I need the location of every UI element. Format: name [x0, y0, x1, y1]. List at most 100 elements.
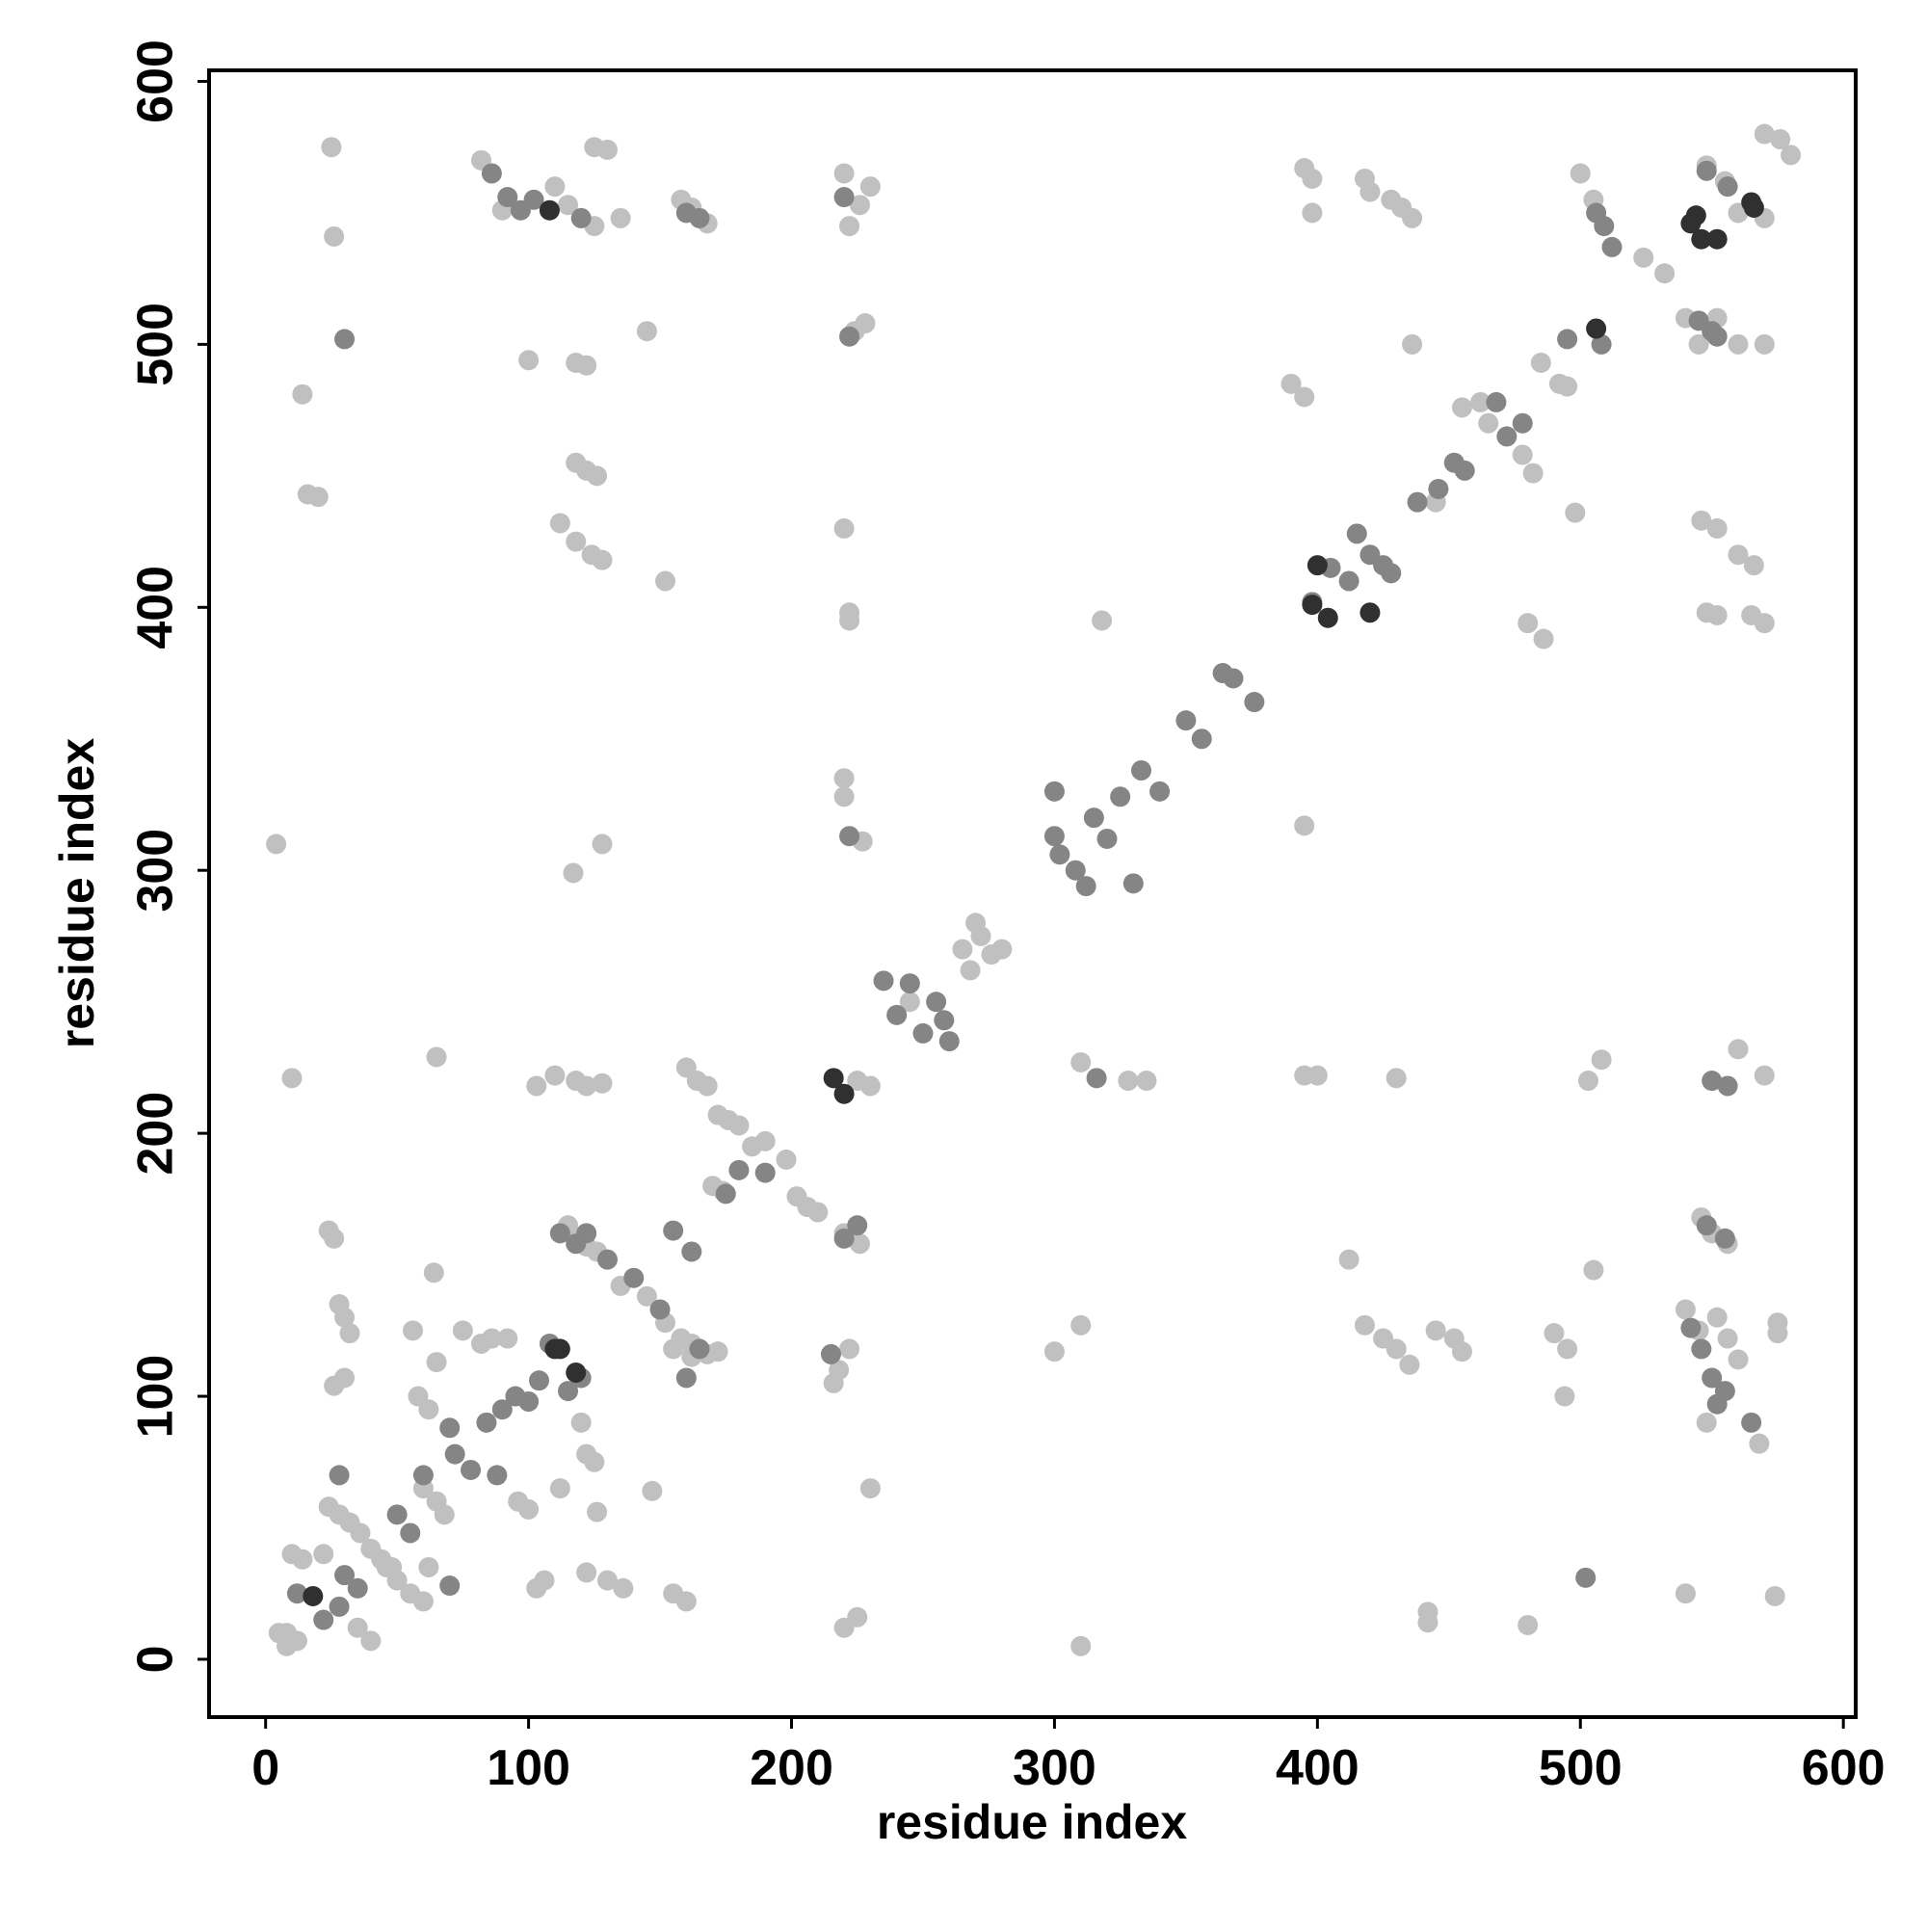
point [1402, 333, 1423, 355]
point [1591, 1049, 1612, 1071]
point [1136, 1071, 1157, 1092]
point [592, 1072, 613, 1094]
point [518, 1391, 540, 1413]
point [1065, 860, 1086, 881]
point [991, 939, 1013, 960]
point [334, 1307, 356, 1328]
point [1702, 1367, 1723, 1389]
point [849, 195, 870, 216]
point [715, 1183, 736, 1204]
point [1570, 163, 1591, 184]
point [1702, 1071, 1723, 1092]
point [1696, 160, 1717, 181]
point [334, 1565, 356, 1586]
point [587, 1501, 608, 1522]
point [1557, 329, 1578, 350]
point [1675, 1583, 1696, 1604]
point [1557, 1338, 1578, 1360]
point [1577, 1071, 1598, 1092]
point [558, 1381, 579, 1402]
point [461, 1459, 482, 1480]
point [849, 1233, 870, 1255]
point [350, 1522, 371, 1544]
point [839, 610, 860, 631]
point [823, 1068, 844, 1089]
point [592, 834, 613, 855]
y-tick-label: 0 [128, 1645, 184, 1673]
point [833, 187, 855, 208]
point [1586, 318, 1607, 339]
point [576, 1562, 597, 1583]
point [754, 1162, 776, 1183]
point [1767, 1323, 1788, 1344]
point [1764, 1585, 1785, 1606]
point [899, 992, 920, 1013]
point [307, 487, 329, 508]
point [292, 1548, 313, 1570]
point [960, 960, 981, 981]
point [329, 1465, 350, 1486]
y-tick-label: 400 [128, 566, 184, 649]
point [1533, 628, 1554, 649]
point [833, 768, 855, 789]
point [329, 1596, 350, 1617]
x-tick-label: 300 [1013, 1740, 1096, 1796]
point [839, 1338, 860, 1360]
point [1754, 613, 1775, 634]
point [1346, 523, 1367, 544]
point [1110, 786, 1131, 807]
point [418, 1556, 439, 1577]
point [1399, 1354, 1420, 1375]
point [1149, 781, 1171, 802]
point [596, 139, 618, 160]
point [347, 1617, 368, 1638]
point [689, 1338, 710, 1360]
point [1359, 602, 1381, 623]
x-tick-label: 600 [1802, 1740, 1886, 1796]
point [584, 1451, 605, 1472]
point [1706, 604, 1728, 625]
point [1417, 1612, 1439, 1633]
y-tick-label: 200 [128, 1092, 184, 1176]
point [1086, 1068, 1107, 1089]
point [418, 1399, 439, 1420]
point [1381, 563, 1402, 584]
point [1359, 181, 1381, 202]
point [497, 1328, 518, 1349]
point [1175, 710, 1197, 731]
point [426, 1046, 447, 1068]
point [1386, 1338, 1407, 1360]
point [596, 1570, 618, 1591]
point [1294, 815, 1315, 836]
point [1486, 391, 1507, 412]
point [570, 207, 592, 228]
y-tick-label: 300 [128, 829, 184, 913]
point [1728, 1039, 1749, 1060]
point [277, 1623, 298, 1644]
point [386, 1504, 408, 1525]
point [1307, 555, 1328, 576]
point [1425, 1320, 1446, 1341]
point [1680, 1317, 1702, 1338]
point [1428, 478, 1449, 499]
point [1317, 607, 1338, 628]
point [1407, 491, 1428, 513]
point [491, 1399, 513, 1420]
point [610, 207, 631, 228]
point [707, 1341, 728, 1363]
point [313, 1609, 334, 1630]
point [1043, 826, 1065, 847]
point [833, 1083, 855, 1104]
plot-frame [207, 68, 1858, 1719]
x-tick-label: 500 [1539, 1740, 1623, 1796]
point [1754, 1065, 1775, 1086]
point [1544, 1323, 1565, 1344]
point [1530, 352, 1551, 373]
point [681, 1241, 702, 1262]
x-tick-label: 200 [750, 1740, 833, 1796]
point [675, 1591, 697, 1612]
point [566, 531, 587, 552]
y-tick-label: 600 [128, 40, 184, 123]
point [623, 1267, 645, 1288]
